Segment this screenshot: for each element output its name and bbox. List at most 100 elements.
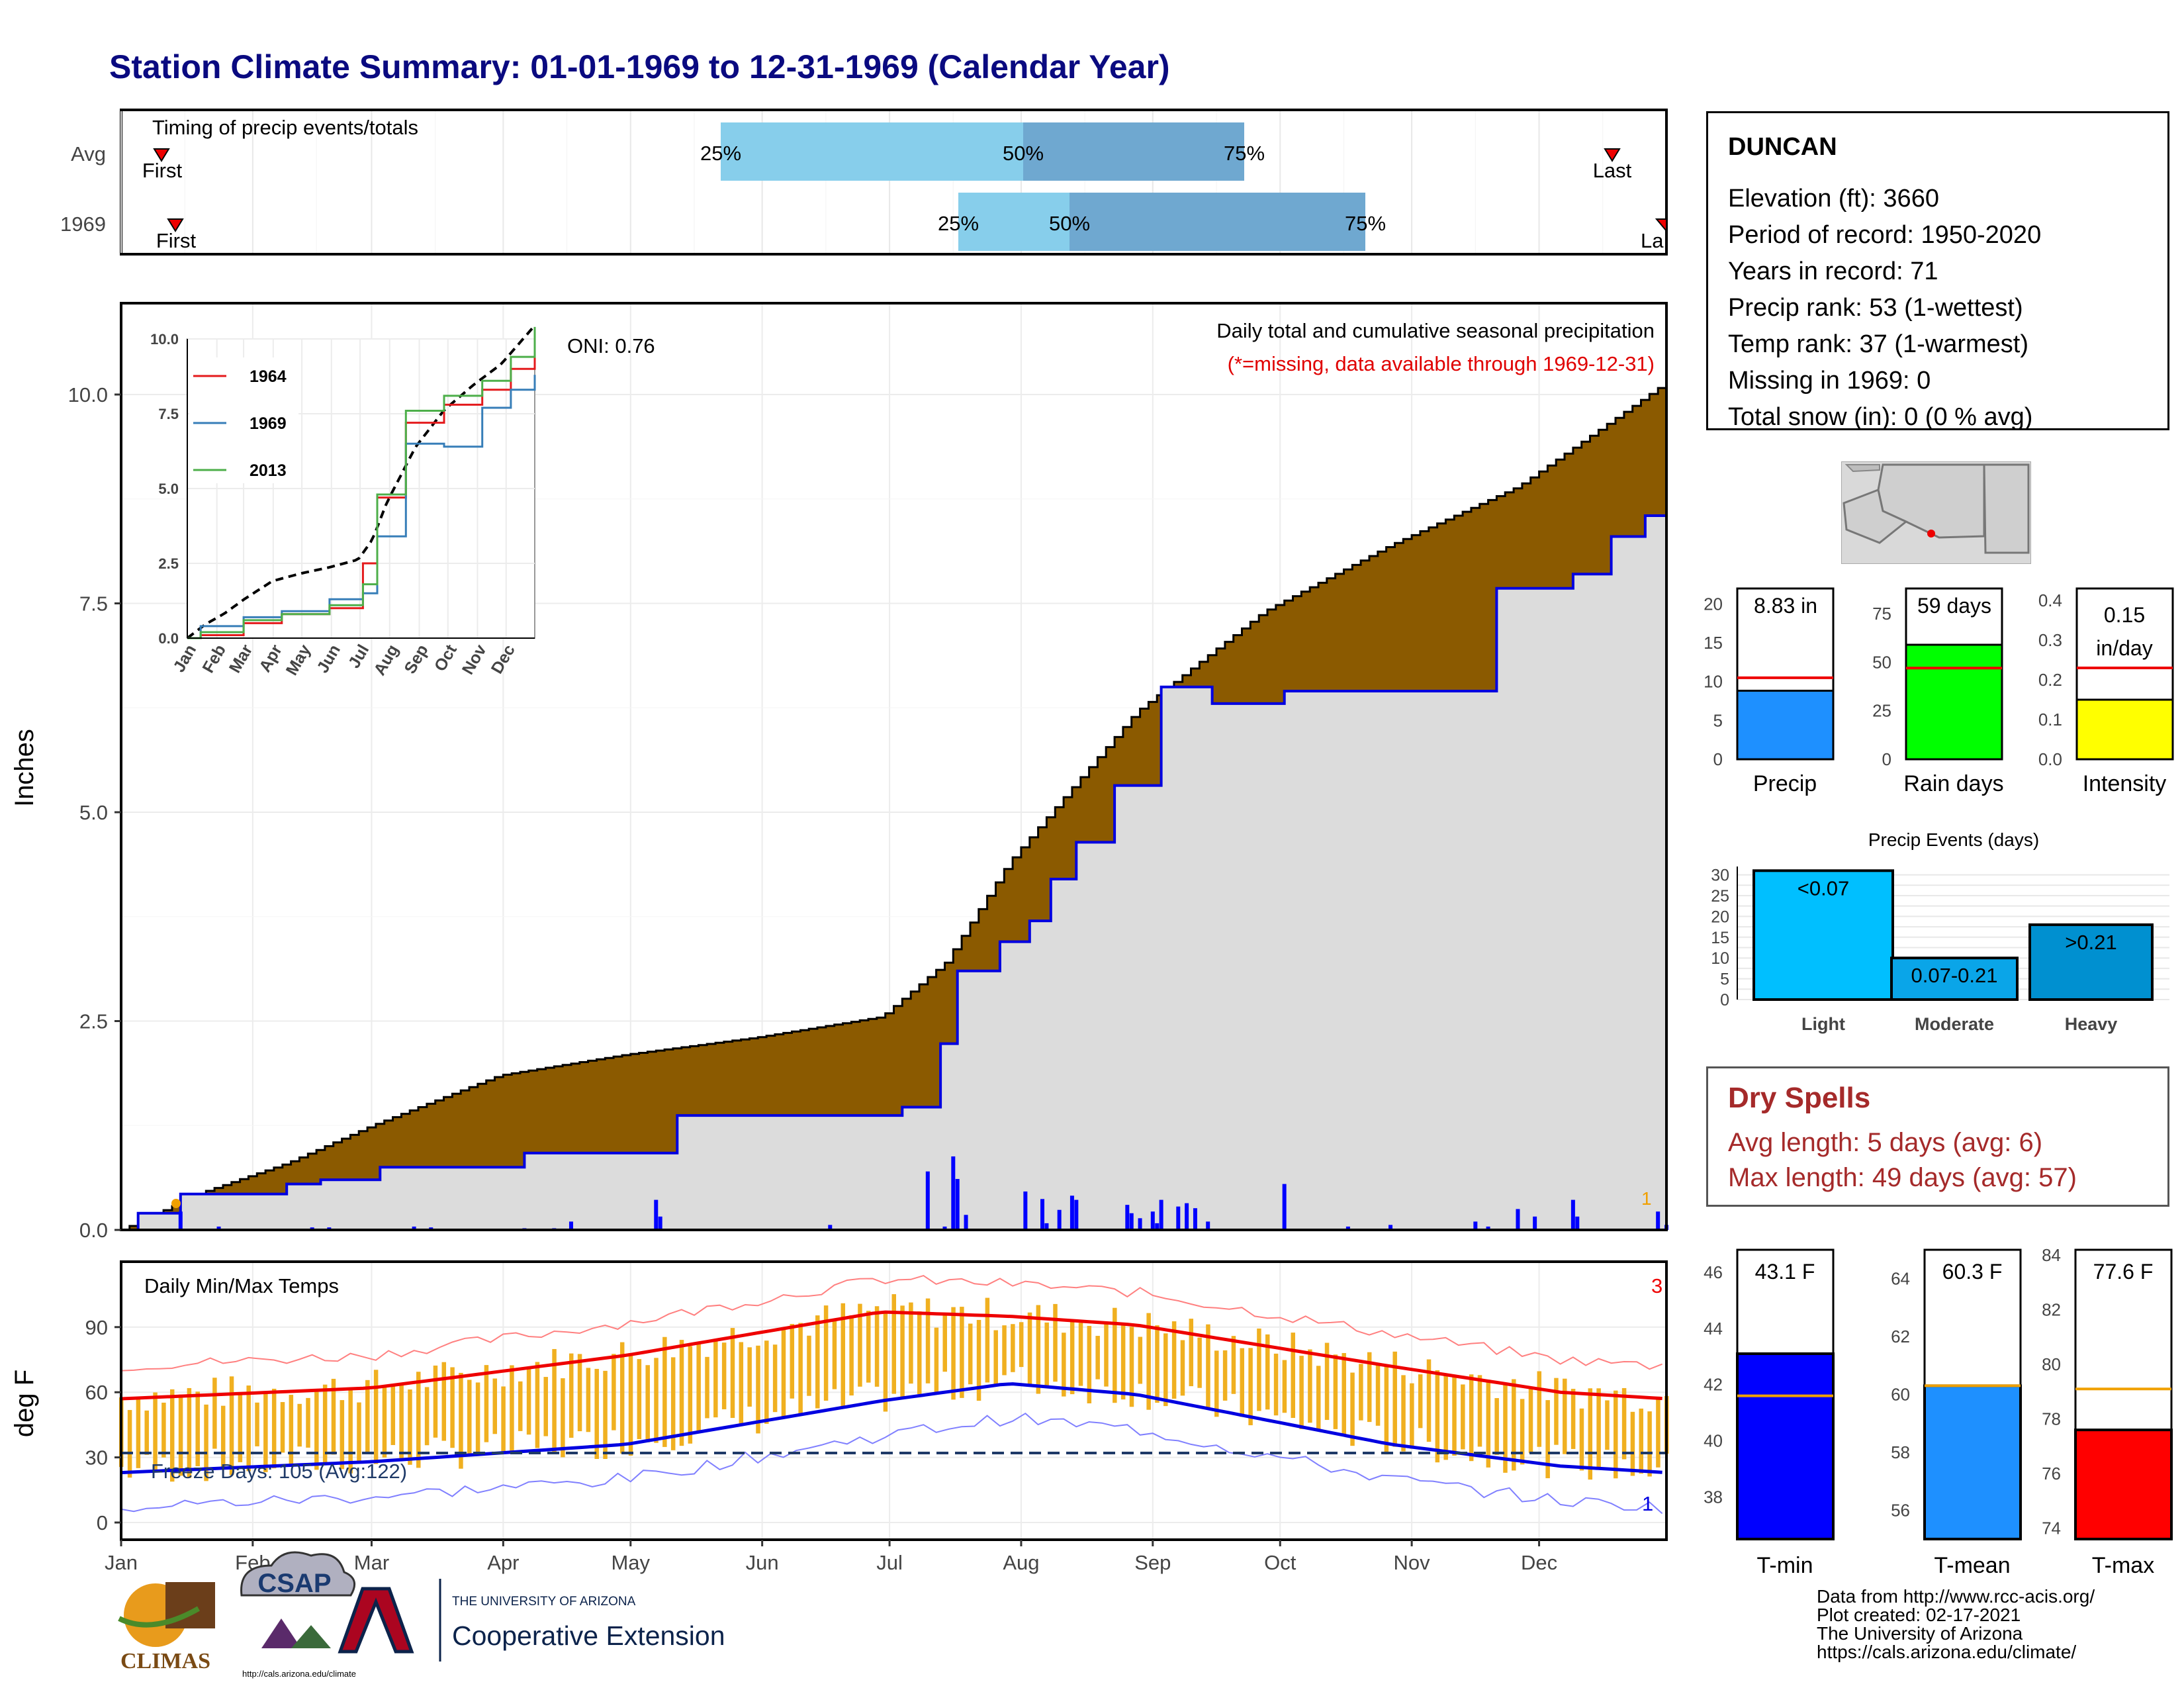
daily-temp-bar: [1002, 1325, 1007, 1376]
daily-temp-bar: [144, 1410, 149, 1455]
daily-temp-bar: [781, 1329, 786, 1419]
timing-avg-75: 75%: [1224, 142, 1265, 165]
daily-temp-bar: [960, 1307, 964, 1398]
station-period: Period of record: 1950-2020: [1728, 221, 2042, 249]
temp-ytick-label: 0: [97, 1511, 108, 1534]
daily-temp-bar: [1639, 1408, 1644, 1474]
events-ytick: 30: [1711, 867, 1729, 885]
daily-temp-bar: [1486, 1380, 1491, 1468]
inset-legend-label: 1969: [250, 414, 287, 433]
temp-summary-label: T-mean: [1934, 1553, 2010, 1578]
daily-precip-bar: [1176, 1206, 1181, 1230]
daily-temp-bar: [373, 1370, 379, 1464]
temp-summary-ytick: 40: [1704, 1431, 1723, 1451]
daily-temp-bar: [798, 1323, 803, 1414]
daily-precip-bar: [828, 1225, 833, 1230]
daily-temp-bar: [271, 1388, 277, 1469]
daily-temp-bar: [662, 1336, 667, 1447]
daily-temp-bar: [1104, 1323, 1109, 1387]
month-label: Aug: [1003, 1551, 1039, 1574]
daily-precip-bar: [1159, 1199, 1163, 1230]
temp-summary-bar: [1736, 1352, 1835, 1540]
daily-temp-bar: [934, 1327, 939, 1395]
temp-summary-ytick: 76: [2042, 1464, 2061, 1483]
events-bar-label: 0.07-0.21: [1911, 964, 1998, 987]
daily-temp-bar: [586, 1368, 591, 1432]
daily-precip-bar: [925, 1171, 930, 1230]
daily-temp-bar: [1426, 1359, 1432, 1442]
timing-avg-25: 25%: [700, 142, 741, 165]
daily-temp-bar: [543, 1377, 548, 1436]
csap-url: http://cals.arizona.edu/climate: [242, 1669, 356, 1679]
daily-temp-bar: [976, 1319, 981, 1401]
daily-temp-bar: [654, 1358, 659, 1443]
daily-temp-bar: [1222, 1350, 1228, 1401]
daily-temp-bar: [1418, 1374, 1423, 1429]
daily-temp-bar: [365, 1380, 370, 1454]
station-map: [1841, 461, 2031, 564]
events-ytick: 20: [1711, 908, 1729, 926]
daily-temp-bar: [1231, 1336, 1236, 1394]
daily-temp-bar: [1435, 1370, 1440, 1463]
daily-precip-bar: [1486, 1226, 1490, 1230]
daily-precip-bar: [1533, 1216, 1537, 1230]
precip-summary-label: Rain days: [1903, 771, 2003, 796]
first-event-marker: [171, 1199, 181, 1208]
daily-temp-bar: [993, 1330, 998, 1386]
inset-legend-bg: [189, 357, 298, 483]
timing-1969-bar-high: [1069, 193, 1365, 251]
temp-ytick-label: 90: [85, 1316, 108, 1339]
daily-temp-bar: [577, 1354, 582, 1432]
daily-temp-bar: [1282, 1360, 1287, 1413]
daily-precip-bar: [412, 1226, 416, 1230]
precip-corner-count: 1: [1641, 1188, 1652, 1209]
daily-temp-bar: [628, 1353, 633, 1456]
daily-temp-bar: [561, 1378, 565, 1458]
station-missing: Missing in 1969: 0: [1728, 367, 1931, 395]
month-label: Nov: [1394, 1551, 1431, 1574]
inset-avg-line: [186, 324, 536, 639]
last-label-1969: La: [1641, 229, 1664, 252]
daily-temp-bar: [1342, 1353, 1346, 1436]
daily-temp-bar: [696, 1342, 701, 1432]
daily-temp-bar: [942, 1313, 947, 1372]
daily-temp-bar: [815, 1315, 820, 1409]
precip-ytick-label: 2.5: [79, 1010, 108, 1033]
daily-temp-bar: [1494, 1398, 1499, 1455]
precip-summary-ytick: 0.0: [2038, 749, 2062, 769]
daily-precip-bar: [1150, 1211, 1155, 1230]
daily-temp-bar: [1333, 1354, 1338, 1429]
daily-temp-bar: [187, 1387, 192, 1478]
daily-temp-bar: [348, 1389, 353, 1474]
record-max-line: [120, 1275, 1662, 1372]
daily-temp-bar: [178, 1394, 183, 1476]
daily-precip-bar: [1656, 1211, 1661, 1230]
daily-temp-bar: [459, 1372, 463, 1469]
inset-ytick-label: 5.0: [158, 481, 179, 497]
inset-legend-label: 2013: [250, 461, 287, 480]
daily-precip-bar: [964, 1215, 968, 1230]
daily-precip-bar: [1185, 1203, 1189, 1230]
station-temp-rank: Temp rank: 37 (1-warmest): [1728, 330, 2029, 358]
daily-temp-bar: [1588, 1388, 1593, 1480]
daily-temp-bar: [1011, 1324, 1015, 1372]
daily-temp-bar: [1214, 1350, 1219, 1417]
daily-temp-bar: [1291, 1333, 1295, 1419]
credit-line-3: The University of Arizona: [1817, 1623, 2023, 1644]
inset-ytick-label: 7.5: [158, 406, 179, 422]
daily-temp-bar: [526, 1367, 531, 1435]
timing-row-avg: Avg: [71, 142, 106, 165]
avg-min-line: [120, 1382, 1662, 1475]
station-info-box: DUNCAN Elevation (ft): 3660 Period of re…: [1706, 111, 2169, 431]
daily-temp-bar: [1545, 1400, 1550, 1479]
daily-temp-bar: [1570, 1389, 1576, 1449]
precip-ytick-label: 0.0: [79, 1219, 108, 1242]
daily-temp-bar: [297, 1403, 302, 1447]
precip-summary-bar: [1736, 689, 1835, 761]
daily-temp-bar: [1605, 1400, 1610, 1450]
daily-temp-bar: [721, 1342, 727, 1409]
daily-temp-bar: [951, 1307, 956, 1400]
year-cumulative-line: [121, 492, 1668, 1231]
daily-temp-bar: [1036, 1305, 1041, 1394]
